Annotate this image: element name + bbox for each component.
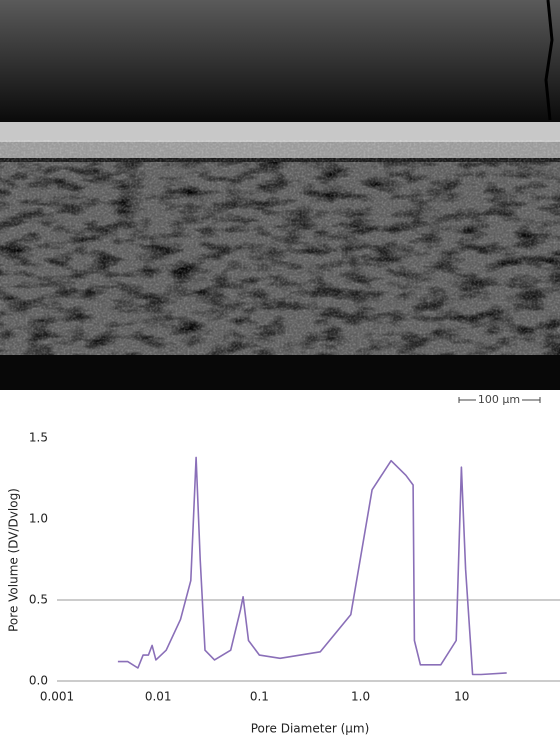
x-tick-label: 0.01	[145, 690, 172, 704]
scale-bar-label: 100 μm	[478, 393, 520, 406]
y-axis-title: Pore Volume (DV/Dvlog)	[7, 488, 21, 632]
data-line	[117, 456, 507, 676]
x-tick-label: 0.1	[250, 690, 269, 704]
x-axis-title: Pore Diameter (μm)	[251, 722, 370, 736]
chart: Pore Volume (DV/Dvlog) Pore Diameter (μm…	[7, 431, 560, 736]
y-tick-label: 0.0	[29, 674, 48, 688]
y-tick-label: 0.5	[29, 593, 48, 607]
sem-image: 100 μm	[0, 0, 560, 408]
x-tick-label: 0.001	[40, 690, 74, 704]
y-tick-label: 1.0	[29, 512, 48, 526]
y-tick-label: 1.5	[29, 431, 48, 445]
x-tick-label: 10	[454, 690, 469, 704]
x-tick-label: 1.0	[351, 690, 370, 704]
